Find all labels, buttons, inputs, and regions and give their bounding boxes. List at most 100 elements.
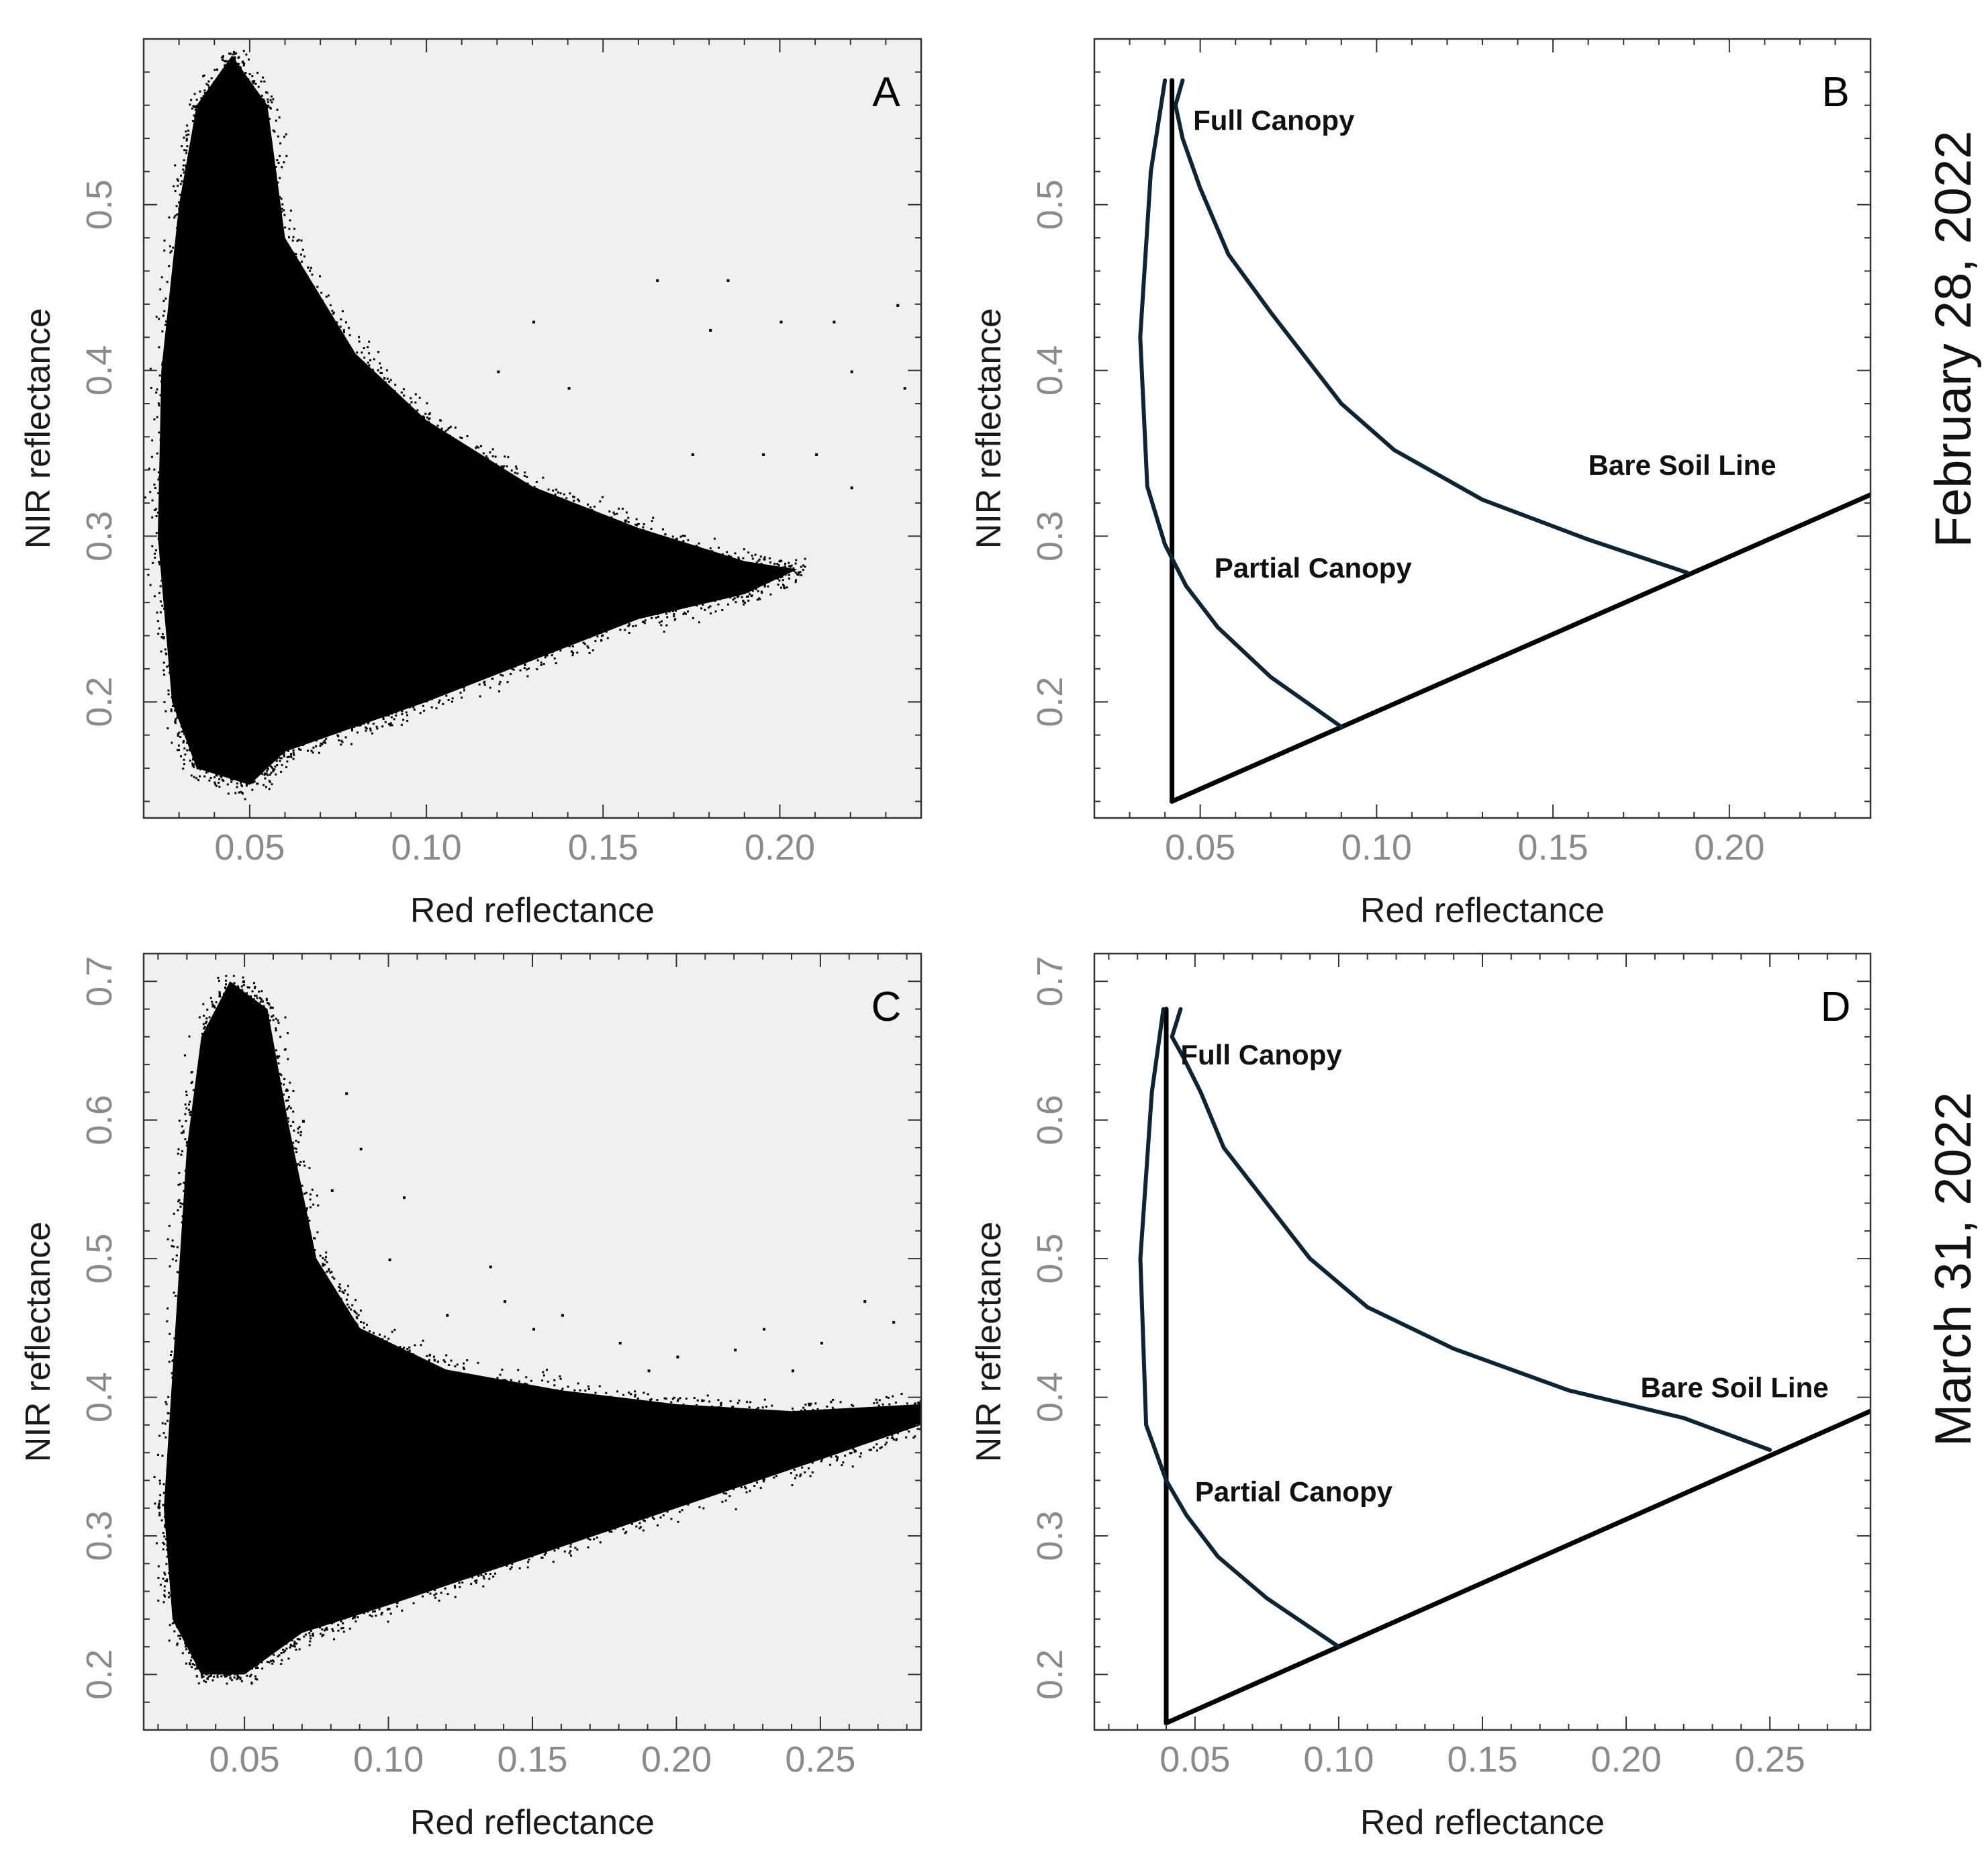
data-point <box>199 729 201 731</box>
data-point <box>453 688 455 690</box>
data-point <box>183 695 185 698</box>
data-point <box>534 495 536 498</box>
data-point <box>477 1574 480 1577</box>
data-point <box>368 1333 371 1336</box>
data-point <box>659 1404 661 1407</box>
data-point <box>321 300 324 302</box>
data-point <box>635 518 638 520</box>
data-point <box>173 1413 176 1415</box>
data-point <box>883 1410 886 1412</box>
data-point <box>746 1401 749 1404</box>
data-point <box>328 1268 330 1271</box>
data-point <box>377 351 380 353</box>
data-point <box>719 557 722 559</box>
data-point <box>656 1399 659 1401</box>
data-point <box>224 64 226 66</box>
data-point <box>158 1479 161 1482</box>
data-point <box>187 129 190 132</box>
data-point <box>163 1590 166 1592</box>
data-point <box>169 593 171 596</box>
data-point <box>389 722 392 725</box>
data-point <box>401 710 404 713</box>
data-point <box>702 603 704 606</box>
data-point <box>306 749 309 752</box>
data-point <box>176 1354 179 1357</box>
data-point <box>338 727 341 730</box>
data-point <box>375 725 378 728</box>
data-point <box>783 586 786 589</box>
data-point <box>615 528 618 531</box>
data-point <box>256 1678 258 1681</box>
data-point <box>228 1674 231 1676</box>
data-point <box>608 1398 611 1401</box>
data-point <box>175 255 177 257</box>
data-point <box>300 1131 302 1134</box>
y-tick-label: 0.2 <box>79 677 120 727</box>
data-point <box>342 1622 344 1625</box>
data-point <box>189 1111 191 1114</box>
data-point <box>269 765 272 768</box>
data-point <box>925 1419 927 1421</box>
data-point <box>206 1678 209 1680</box>
data-point <box>761 592 763 594</box>
data-point <box>287 1167 290 1169</box>
data-point <box>643 1514 645 1517</box>
data-point <box>299 748 302 751</box>
data-point <box>852 1411 855 1414</box>
data-point <box>159 439 162 441</box>
data-point <box>176 1271 179 1273</box>
data-point <box>530 1379 532 1382</box>
data-point <box>671 535 674 538</box>
data-point <box>434 1596 436 1599</box>
data-point <box>231 58 234 61</box>
data-point <box>193 93 196 95</box>
data-point <box>563 1550 566 1553</box>
data-point <box>164 1401 167 1404</box>
data-point <box>188 1109 191 1111</box>
data-point <box>252 772 254 774</box>
data-point <box>742 557 745 559</box>
data-point <box>341 1290 344 1293</box>
data-point <box>462 1366 465 1369</box>
data-point <box>570 1554 572 1557</box>
data-point <box>494 455 497 458</box>
data-point <box>240 87 243 90</box>
data-point <box>526 1383 528 1385</box>
data-point <box>244 72 247 75</box>
data-point <box>524 664 526 666</box>
data-point <box>170 1559 173 1561</box>
data-point <box>203 1027 205 1030</box>
data-point <box>281 1107 284 1109</box>
data-point <box>788 1462 791 1465</box>
data-point <box>231 778 234 781</box>
data-point <box>295 255 297 258</box>
data-point <box>185 1645 187 1648</box>
data-point <box>931 1417 933 1419</box>
data-point <box>197 1089 199 1091</box>
data-point <box>655 616 657 619</box>
data-point <box>561 637 563 639</box>
data-point <box>343 725 346 727</box>
data-point <box>403 394 406 397</box>
data-point <box>751 557 754 560</box>
data-point <box>187 170 190 173</box>
data-point <box>326 1629 328 1631</box>
data-point <box>181 1125 183 1128</box>
data-point <box>190 774 193 777</box>
data-point <box>469 447 471 450</box>
data-point <box>836 1457 839 1460</box>
data-point <box>160 492 162 494</box>
data-point <box>178 731 181 734</box>
x-tick-label: 0.05 <box>1165 827 1235 868</box>
data-point <box>172 683 175 686</box>
data-point <box>696 604 698 607</box>
outlier-point <box>763 1328 766 1331</box>
data-point <box>258 1005 261 1007</box>
data-point <box>924 1404 926 1406</box>
data-point <box>463 684 465 686</box>
data-point <box>717 1489 720 1491</box>
data-point <box>178 1199 181 1201</box>
data-point <box>174 676 177 678</box>
data-point <box>187 1643 190 1646</box>
data-point <box>164 467 167 469</box>
